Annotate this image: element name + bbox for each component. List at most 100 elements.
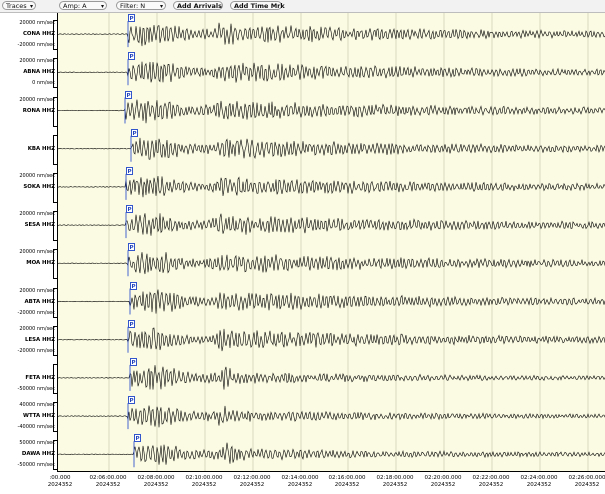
p-arrival-marker[interactable]: P <box>134 434 141 443</box>
toolbar: Traces ▾ Amp: A ▾ Filter: N ▾ Add Arriva… <box>0 0 605 13</box>
trace-name-label: LESA HHZ <box>25 336 55 343</box>
time-tick-time: 02:26:00.000 <box>568 475 605 481</box>
amplitude-scale-bracket <box>53 134 57 165</box>
trace-name-label: FETA HHZ <box>25 374 55 381</box>
amplitude-upper-label: 20000 nm/sec <box>19 249 55 256</box>
amplitude-scale-bracket <box>53 249 57 280</box>
amplitude-scale-bracket <box>53 440 57 471</box>
time-tick-label: 02:26:00.000 2024352 <box>557 475 605 489</box>
time-tick-date: 2024352 <box>430 482 456 488</box>
amplitude-lower-label: -50000 nm/sec <box>17 385 55 392</box>
p-arrival-marker[interactable]: P <box>131 128 138 137</box>
time-axis: :00.000 2024352 02:06:00.000 2024352 02:08:0… <box>48 471 605 494</box>
amplitude-upper-label: 40000 nm/sec <box>19 402 55 409</box>
trace-name-label: DAWA HHZ <box>21 451 55 458</box>
time-tick-time: 02:20:00.000 <box>424 475 462 481</box>
p-arrival-marker[interactable]: P <box>126 166 133 175</box>
time-tick-date: 2024352 <box>287 482 313 488</box>
amplitude-lower-label: -20000 nm/sec <box>17 42 55 49</box>
trace-name-label: RONA HHZ <box>22 107 55 114</box>
time-tick-time: 02:10:00.000 <box>185 475 223 481</box>
time-tick-date: 2024352 <box>143 482 169 488</box>
time-tick-time: 02:14:00.000 <box>281 475 319 481</box>
time-tick-label: 02:20:00.000 2024352 <box>413 475 473 489</box>
seismogram-plot[interactable]: P P P P P P P P P P P P <box>57 13 605 471</box>
waveform-trace <box>58 176 605 198</box>
amplitude-lower-label: -20000 nm/sec <box>17 309 55 316</box>
amplitude-scale-bracket <box>53 325 57 356</box>
amplitude-scale-bracket <box>53 287 57 318</box>
trace-name-label: KBA HHZ <box>27 145 55 152</box>
waveform-trace <box>58 405 605 428</box>
time-tick-label: :00.000 2024352 <box>30 475 90 489</box>
amplitude-scale-bracket <box>53 363 57 394</box>
amplitude-upper-label: 20000 nm/sec <box>19 96 55 103</box>
time-tick-date: 2024352 <box>478 482 504 488</box>
amp-menu-label: Amp: A <box>63 2 87 10</box>
amplitude-upper-label: 20000 nm/sec <box>19 287 55 294</box>
waveform-trace <box>58 252 605 275</box>
amplitude-upper-label: 20000 nm/sec <box>19 172 55 179</box>
time-tick-label: 02:06:00.000 2024352 <box>78 475 138 489</box>
waveform-trace <box>58 442 605 465</box>
p-arrival-marker[interactable]: P <box>128 396 135 405</box>
waveform-trace <box>58 365 605 390</box>
time-tick-date: 2024352 <box>95 482 121 488</box>
time-tick-label: 02:22:00.000 2024352 <box>461 475 521 489</box>
waveform-trace <box>58 213 605 236</box>
amplitude-lower-label: -40000 nm/sec <box>17 424 55 431</box>
trace-name-label: SESA HHZ <box>24 222 55 229</box>
waveform-trace <box>58 22 605 47</box>
filter-menu-label: Filter: N <box>120 2 146 10</box>
amplitude-scale-bracket <box>53 402 57 433</box>
time-tick-label: 02:24:00.000 2024352 <box>509 475 569 489</box>
time-tick-label: 02:12:00.000 2024352 <box>222 475 282 489</box>
p-arrival-marker[interactable]: P <box>128 52 135 61</box>
time-tick-time: 02:24:00.000 <box>520 475 558 481</box>
time-tick-time: 02:08:00.000 <box>137 475 175 481</box>
add-time-mrk-button[interactable]: Add Time Mrk <box>230 1 285 10</box>
p-arrival-marker[interactable]: P <box>128 243 135 252</box>
chevron-down-icon: ▾ <box>100 3 104 10</box>
amplitude-upper-label: 20000 nm/sec <box>19 211 55 218</box>
amplitude-upper-label: 50000 nm/sec <box>19 440 55 447</box>
waveform-trace <box>58 137 605 160</box>
amplitude-lower-label: 0 nm/sec <box>32 80 55 87</box>
traces-menu-label: Traces <box>6 2 27 10</box>
amplitude-lower-label: -50000 nm/sec <box>17 462 55 469</box>
chevron-down-icon: ▾ <box>159 3 163 10</box>
time-tick-label: 02:10:00.000 2024352 <box>174 475 234 489</box>
waveform-trace <box>58 99 605 124</box>
time-tick-date: 2024352 <box>239 482 265 488</box>
time-tick-time: 02:12:00.000 <box>233 475 271 481</box>
time-tick-label: 02:08:00.000 2024352 <box>126 475 186 489</box>
traces-menu[interactable]: Traces ▾ <box>2 1 36 10</box>
waveform-trace <box>58 327 605 352</box>
amplitude-upper-label: 20000 nm/sec <box>19 58 55 65</box>
p-arrival-marker[interactable]: P <box>130 281 137 290</box>
filter-menu[interactable]: Filter: N ▾ <box>116 1 166 10</box>
trace-name-label: SOKA HHZ <box>23 183 55 190</box>
time-tick-label: 02:18:00.000 2024352 <box>365 475 425 489</box>
time-tick-label: 02:14:00.000 2024352 <box>270 475 330 489</box>
amp-menu[interactable]: Amp: A ▾ <box>59 1 107 10</box>
p-arrival-marker[interactable]: P <box>126 205 133 214</box>
amplitude-lower-label: -20000 nm/sec <box>17 347 55 354</box>
time-tick-time: 02:16:00.000 <box>328 475 366 481</box>
time-tick-time: 02:06:00.000 <box>89 475 127 481</box>
time-tick-time: 02:18:00.000 <box>376 475 414 481</box>
p-arrival-marker[interactable]: P <box>128 319 135 328</box>
amplitude-upper-label: 20000 nm/sec <box>19 325 55 332</box>
add-arrivals-button[interactable]: Add Arrivals <box>173 1 223 10</box>
p-arrival-marker[interactable]: P <box>130 357 137 366</box>
trace-name-label: MOA HHZ <box>26 260 55 267</box>
p-arrival-marker[interactable]: P <box>125 90 132 99</box>
amplitude-scale-bracket <box>53 96 57 127</box>
amplitude-scale-bracket <box>53 58 57 89</box>
time-tick-time: :00.000 <box>49 475 71 481</box>
time-tick-date: 2024352 <box>47 482 73 488</box>
time-tick-date: 2024352 <box>382 482 408 488</box>
waveform-trace <box>58 289 605 314</box>
p-arrival-marker[interactable]: P <box>128 14 135 23</box>
time-tick-date: 2024352 <box>526 482 552 488</box>
